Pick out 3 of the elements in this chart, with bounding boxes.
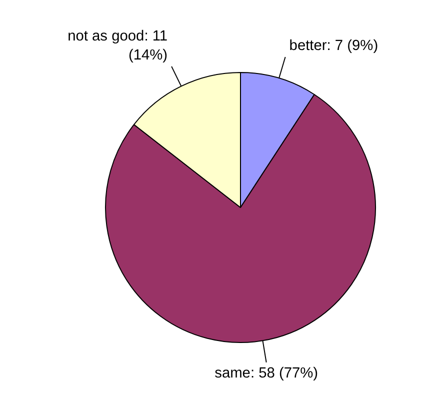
slice-label: not as good: 11 (14%) (68, 28, 168, 64)
slice-label: better: 7 (9%) (289, 38, 378, 54)
slice-label: same: 58 (77%) (214, 365, 318, 382)
